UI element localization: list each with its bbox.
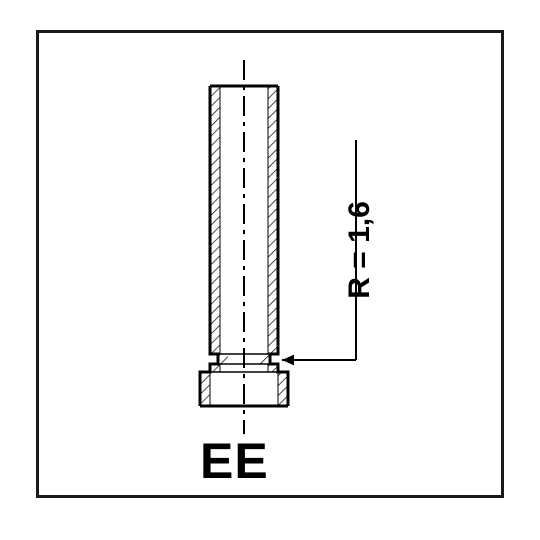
radius-label: R = 1,6 bbox=[343, 201, 377, 299]
ee-label: EE bbox=[200, 432, 269, 490]
outer-frame bbox=[36, 30, 504, 498]
diagram-stage: R = 1,6 EE bbox=[0, 0, 540, 540]
